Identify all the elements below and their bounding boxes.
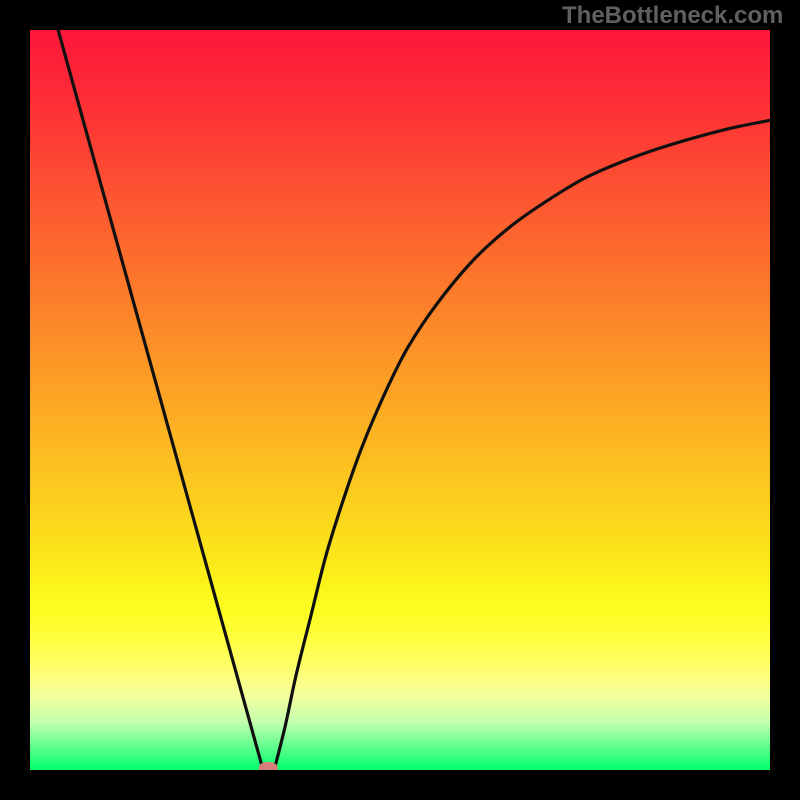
plot-svg (30, 30, 770, 770)
plot-area (30, 30, 770, 770)
watermark-text: TheBottleneck.com (562, 2, 783, 30)
gradient-background (30, 30, 770, 770)
